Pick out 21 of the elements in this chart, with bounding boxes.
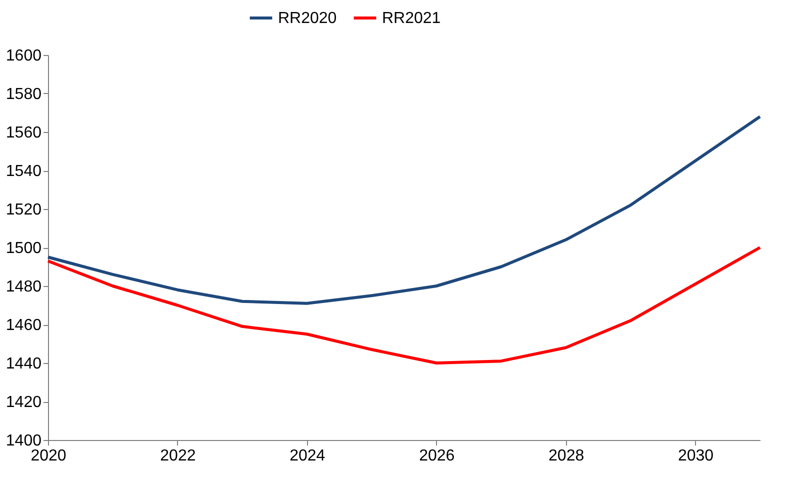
x-tick-label: 2022 <box>160 448 196 464</box>
y-tick-label: 1460 <box>6 317 42 334</box>
x-tick-label: 2020 <box>30 448 66 464</box>
legend-label: RR2020 <box>278 10 337 27</box>
y-tick-label: 1520 <box>6 202 42 218</box>
x-tick-label: 2030 <box>678 448 714 464</box>
legend-label: RR2021 <box>382 10 441 27</box>
y-tick-label: 1480 <box>6 278 42 296</box>
y-tick-label: 1600 <box>6 48 42 64</box>
x-tick-label: 2028 <box>548 448 584 464</box>
line-series <box>46 246 762 364</box>
y-tick-label: 1420 <box>6 394 42 411</box>
y-tick-label: 1560 <box>6 124 42 142</box>
x-tick-label: 2026 <box>419 448 455 464</box>
y-tick-label: 1500 <box>6 240 42 257</box>
y-tick-label: 1540 <box>6 163 42 180</box>
y-tick-label: 1400 <box>6 432 42 450</box>
y-tick-label: 1440 <box>6 356 42 372</box>
x-tick-label: 2024 <box>290 448 326 464</box>
y-tick-label: 1580 <box>6 86 42 103</box>
line-series <box>46 115 762 305</box>
